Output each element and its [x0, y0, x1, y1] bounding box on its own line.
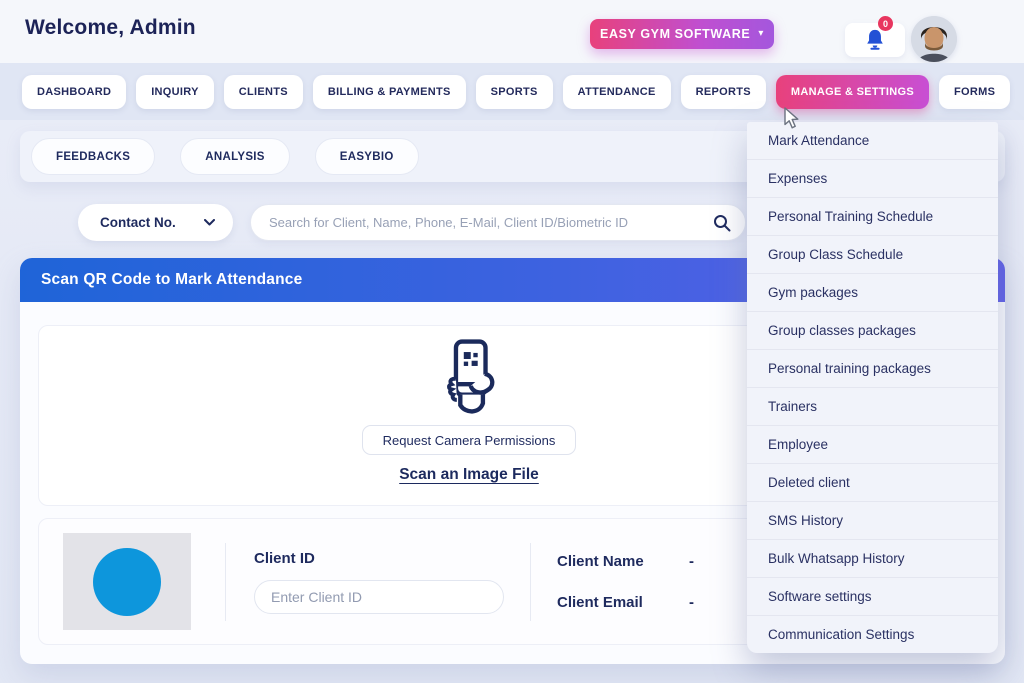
search-filter-label: Contact No.	[100, 215, 176, 230]
nav-tab[interactable]: SPORTS	[475, 74, 553, 109]
search-box	[250, 204, 746, 241]
notification-badge: 0	[878, 16, 893, 31]
settings-menu-item[interactable]: Employee	[747, 426, 998, 464]
client-id-block: Client ID	[254, 550, 506, 614]
client-email-row: Client Email -	[557, 594, 694, 611]
brand-label: EASY GYM SOFTWARE	[600, 27, 751, 41]
client-id-label: Client ID	[254, 549, 315, 567]
client-email-label: Client Email	[557, 593, 643, 611]
client-name-value: -	[689, 552, 694, 570]
user-photo	[911, 16, 957, 62]
settings-menu-item[interactable]: Mark Attendance	[747, 122, 998, 160]
settings-menu: Mark Attendance Expenses Personal Traini…	[747, 122, 998, 653]
nav-tab[interactable]: ATTENDANCE	[562, 74, 671, 109]
bell-icon	[867, 29, 883, 50]
settings-menu-item[interactable]: Software settings	[747, 578, 998, 616]
main-nav: DASHBOARD INQUIRY CLIENTS BILLING & PAYM…	[0, 63, 1024, 120]
client-name-label: Client Name	[557, 552, 644, 570]
nav-tab[interactable]: REPORTS	[680, 74, 766, 109]
brand-dropdown-button[interactable]: EASY GYM SOFTWARE ▾	[590, 19, 774, 49]
subnav-tab[interactable]: EASYBIO	[314, 138, 419, 175]
settings-menu-item[interactable]: Group classes packages	[747, 312, 998, 350]
settings-menu-item[interactable]: Personal training packages	[747, 350, 998, 388]
client-name-row: Client Name -	[557, 553, 694, 570]
notifications-button[interactable]: 0	[845, 16, 905, 57]
nav-tab[interactable]: BILLING & PAYMENTS	[312, 74, 466, 109]
settings-menu-item[interactable]: Personal Training Schedule	[747, 198, 998, 236]
nav-tab[interactable]: CLIENTS	[223, 74, 303, 109]
settings-menu-item[interactable]: Expenses	[747, 160, 998, 198]
header: Welcome, Admin EASY GYM SOFTWARE ▾ 0	[0, 0, 1024, 63]
search-filter-dropdown[interactable]: Contact No.	[78, 204, 233, 241]
settings-menu-item[interactable]: Trainers	[747, 388, 998, 426]
subnav-tab[interactable]: FEEDBACKS	[31, 138, 156, 175]
nav-tab[interactable]: DASHBOARD	[22, 74, 127, 109]
settings-menu-item[interactable]: Deleted client	[747, 464, 998, 502]
settings-menu-item[interactable]: Communication Settings	[768, 627, 915, 642]
scan-image-link[interactable]: Scan an Image File	[399, 466, 539, 483]
request-camera-button[interactable]: Request Camera Permissions	[361, 425, 577, 455]
settings-menu-item[interactable]: Group Class Schedule	[747, 236, 998, 274]
search-icon[interactable]	[713, 214, 731, 232]
qr-phone-hand-icon	[447, 339, 495, 414]
nav-tab[interactable]: MANAGE & SETTINGS	[775, 74, 929, 109]
divider	[530, 542, 531, 621]
divider	[225, 542, 226, 621]
client-id-input[interactable]	[254, 579, 504, 614]
settings-menu-item[interactable]: Bulk Whatsapp History	[747, 540, 998, 578]
scan-card-title: Scan QR Code to Mark Attendance	[41, 271, 303, 288]
subnav-tab[interactable]: ANALYSIS	[180, 138, 290, 175]
chevron-down-icon	[204, 219, 215, 226]
nav-tab[interactable]: INQUIRY	[136, 74, 214, 109]
chevron-down-icon: ▾	[758, 28, 764, 39]
search-input[interactable]	[251, 205, 745, 240]
settings-menu-item[interactable]: SMS History	[747, 502, 998, 540]
page-title: Welcome, Admin	[25, 16, 196, 39]
client-email-value: -	[689, 593, 694, 611]
client-photo-circle	[93, 547, 161, 616]
nav-tab[interactable]: FORMS	[938, 74, 1011, 109]
client-image-placeholder	[63, 533, 191, 630]
avatar[interactable]	[911, 16, 957, 62]
settings-menu-item[interactable]: Gym packages	[747, 274, 998, 312]
client-info: Client Name - Client Email -	[557, 553, 694, 611]
